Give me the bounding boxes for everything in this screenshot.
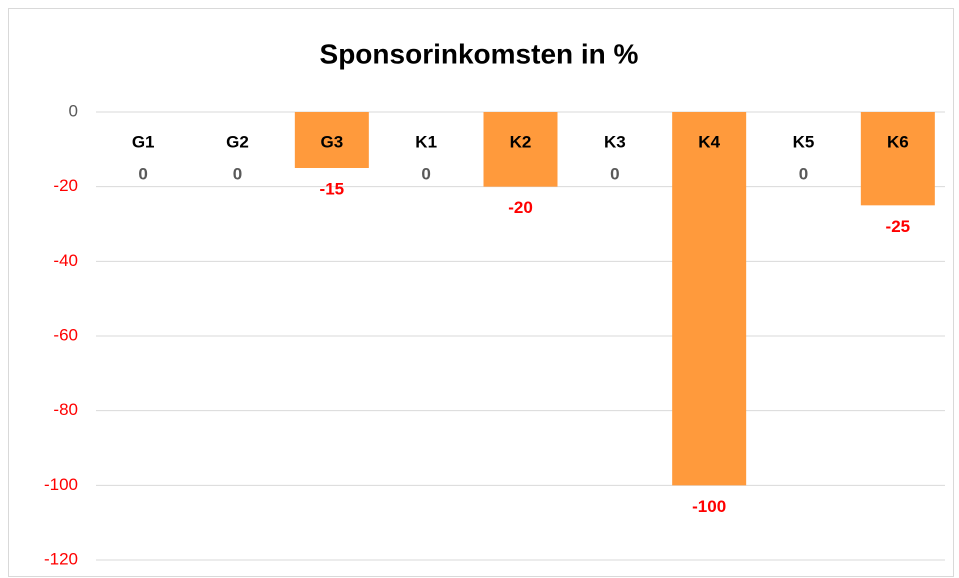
y-tick-label: -100 xyxy=(44,475,78,494)
bar xyxy=(860,112,935,206)
category-label: K4 xyxy=(698,132,720,151)
data-label: -15 xyxy=(320,179,345,198)
bar xyxy=(294,112,369,168)
y-tick-label: -80 xyxy=(53,400,78,419)
data-label: 0 xyxy=(421,164,430,183)
y-tick-label: -40 xyxy=(53,251,78,270)
data-label: 0 xyxy=(610,164,619,183)
data-label: -100 xyxy=(692,497,726,516)
data-label: -25 xyxy=(886,217,911,236)
chart-title: Sponsorinkomsten in % xyxy=(320,38,639,69)
category-label: G1 xyxy=(132,132,155,151)
y-tick-label: -60 xyxy=(53,325,78,344)
data-label: 0 xyxy=(233,164,242,183)
category-label: G2 xyxy=(226,132,249,151)
category-label: K2 xyxy=(510,132,532,151)
category-label: G3 xyxy=(320,132,343,151)
bar xyxy=(483,112,558,187)
y-tick-label: -20 xyxy=(53,176,78,195)
data-label: 0 xyxy=(799,164,808,183)
category-label: K5 xyxy=(793,132,815,151)
data-label: -20 xyxy=(508,198,533,217)
y-tick-label: 0 xyxy=(69,101,78,120)
chart-border xyxy=(8,8,954,577)
data-label: 0 xyxy=(138,164,147,183)
category-label: K3 xyxy=(604,132,626,151)
y-tick-label: -120 xyxy=(44,549,78,568)
bar xyxy=(672,112,747,486)
category-label: K1 xyxy=(415,132,437,151)
category-label: K6 xyxy=(887,132,909,151)
